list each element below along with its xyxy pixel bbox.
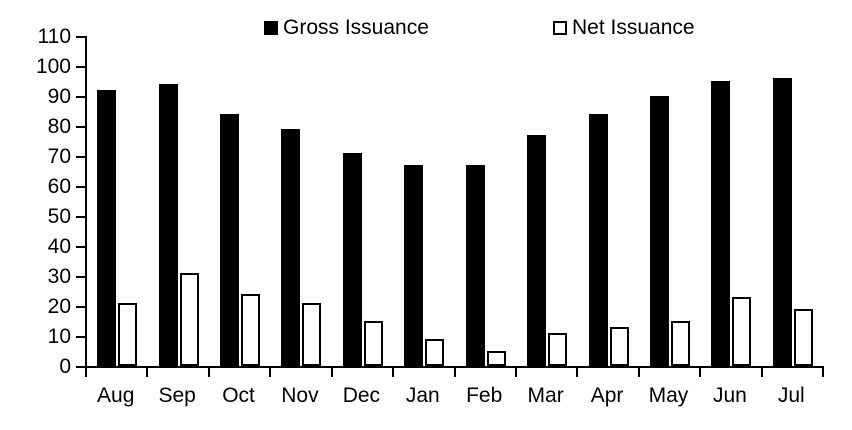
x-axis-tick bbox=[453, 368, 456, 377]
x-axis-tick bbox=[392, 368, 395, 377]
x-axis-category-label: Mar bbox=[527, 384, 564, 407]
net-issuance-bar bbox=[302, 303, 322, 366]
y-axis-tick-label: 30 bbox=[47, 265, 71, 288]
y-axis-tick-label: 100 bbox=[35, 55, 71, 78]
legend-item-gross-issuance: Gross Issuance bbox=[264, 14, 429, 42]
legend-label-net-issuance: Net Issuance bbox=[572, 16, 695, 39]
y-axis-tick bbox=[76, 306, 85, 308]
y-axis-tick-label: 60 bbox=[47, 175, 71, 198]
y-axis-tick bbox=[76, 276, 85, 278]
y-axis-tick bbox=[76, 336, 85, 338]
y-axis-tick bbox=[76, 156, 85, 158]
x-axis-category-label: Jun bbox=[712, 384, 747, 407]
x-axis-tick bbox=[576, 368, 579, 377]
y-axis-tick-label: 110 bbox=[37, 25, 71, 48]
gross-issuance-swatch-icon bbox=[264, 21, 278, 35]
legend-label-gross-issuance: Gross Issuance bbox=[283, 16, 429, 39]
y-axis-line bbox=[85, 36, 87, 368]
x-axis-category-label: Nov bbox=[281, 384, 319, 407]
gross-issuance-bar bbox=[649, 96, 669, 366]
gross-issuance-bar bbox=[465, 165, 485, 366]
gross-issuance-bar bbox=[97, 90, 117, 366]
gross-issuance-bar bbox=[711, 81, 731, 366]
x-axis-category-label: Aug bbox=[97, 384, 135, 407]
y-axis-tick bbox=[76, 126, 85, 128]
y-axis-tick-label: 40 bbox=[47, 235, 71, 258]
net-issuance-bar bbox=[732, 297, 752, 366]
y-axis-tick bbox=[76, 216, 85, 218]
y-axis-tick bbox=[76, 186, 85, 188]
x-axis-tick bbox=[330, 368, 333, 377]
gross-issuance-bar bbox=[527, 135, 547, 366]
x-axis-line bbox=[85, 366, 824, 368]
y-axis-tick-label: 70 bbox=[47, 145, 71, 168]
y-axis-tick bbox=[76, 66, 85, 68]
net-issuance-bar bbox=[670, 321, 690, 366]
x-axis-category-label: Apr bbox=[590, 384, 624, 407]
y-axis-tick-label: 90 bbox=[47, 85, 71, 108]
x-axis-category-label: Feb bbox=[466, 384, 503, 407]
x-axis-tick bbox=[85, 368, 87, 377]
y-axis-tick-label: 80 bbox=[47, 115, 71, 138]
y-axis-tick bbox=[76, 96, 85, 98]
x-axis-tick bbox=[514, 368, 517, 377]
net-issuance-bar bbox=[425, 339, 445, 366]
x-axis-category-label: Dec bbox=[342, 384, 381, 407]
legend-item-net-issuance: Net Issuance bbox=[553, 14, 695, 42]
x-axis-tick bbox=[699, 368, 702, 377]
gross-issuance-bar bbox=[220, 114, 240, 366]
x-axis-category-label: Jul bbox=[777, 384, 805, 407]
x-axis-tick bbox=[822, 368, 824, 377]
net-issuance-bar bbox=[793, 309, 813, 366]
x-axis-tick bbox=[146, 368, 149, 377]
y-axis-tick-label: 10 bbox=[47, 325, 71, 348]
x-axis-tick bbox=[760, 368, 763, 377]
x-axis-tick bbox=[269, 368, 272, 377]
net-issuance-bar bbox=[363, 321, 383, 366]
gross-issuance-bar bbox=[772, 78, 792, 366]
y-axis-tick bbox=[76, 246, 85, 248]
gross-issuance-bar bbox=[158, 84, 178, 366]
gross-issuance-bar bbox=[281, 129, 301, 366]
y-axis-tick-label: 50 bbox=[47, 205, 71, 228]
net-issuance-bar bbox=[609, 327, 629, 366]
y-axis-tick bbox=[76, 36, 85, 38]
net-issuance-bar bbox=[179, 273, 199, 366]
gross-issuance-bar bbox=[588, 114, 608, 366]
gross-issuance-bar bbox=[342, 153, 362, 366]
y-axis-tick bbox=[76, 366, 85, 368]
y-axis-tick-label: 20 bbox=[47, 295, 71, 318]
gross-issuance-bar bbox=[404, 165, 424, 366]
x-axis-category-label: Oct bbox=[222, 384, 255, 407]
x-axis-category-label: Sep bbox=[158, 384, 196, 407]
x-axis-tick bbox=[637, 368, 640, 377]
x-axis-tick bbox=[207, 368, 210, 377]
net-issuance-bar bbox=[548, 333, 568, 366]
net-issuance-swatch-icon bbox=[553, 21, 567, 35]
net-issuance-bar bbox=[241, 294, 261, 366]
net-issuance-bar bbox=[118, 303, 138, 366]
y-axis-tick-label: 0 bbox=[59, 355, 71, 378]
net-issuance-bar bbox=[486, 351, 506, 366]
x-axis-category-label: Jan bbox=[405, 384, 440, 407]
x-axis-category-label: May bbox=[648, 384, 689, 407]
